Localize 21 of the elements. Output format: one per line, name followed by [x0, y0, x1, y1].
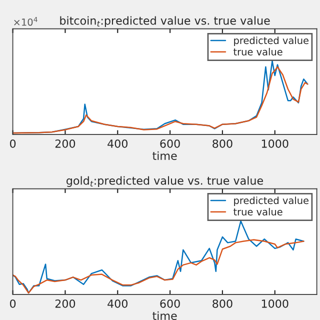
chart-title: gold$_{t}$:predicted value vs. true value — [66, 176, 263, 187]
x-tick-label: 1000 — [262, 139, 288, 148]
legend-label: true value — [234, 208, 282, 216]
x-tick-label: 600 — [160, 299, 180, 308]
x-tick-label: 200 — [55, 299, 76, 308]
x-tick-label: 0 — [10, 299, 16, 308]
legend-label: predicted value — [234, 196, 308, 206]
x-tick-label: 600 — [160, 139, 180, 148]
x-axis-title: time — [152, 151, 177, 160]
x-tick-label: 800 — [212, 299, 232, 308]
x-tick-label: 0 — [10, 139, 16, 148]
x-tick-label: 800 — [212, 139, 232, 148]
x-tick-label: 1000 — [262, 299, 288, 308]
chart-title: bitcoin$_{t}$:predicted value vs. true value — [60, 16, 270, 27]
legend-label: true value — [234, 48, 282, 56]
x-axis-title: time — [152, 311, 177, 320]
x-tick-label: 200 — [55, 139, 76, 148]
x-tick-label: 400 — [108, 139, 128, 148]
x-tick-label: 400 — [108, 299, 128, 308]
legend-label: predicted value — [234, 36, 308, 46]
text: ×10$^{4}$ — [14, 16, 38, 26]
